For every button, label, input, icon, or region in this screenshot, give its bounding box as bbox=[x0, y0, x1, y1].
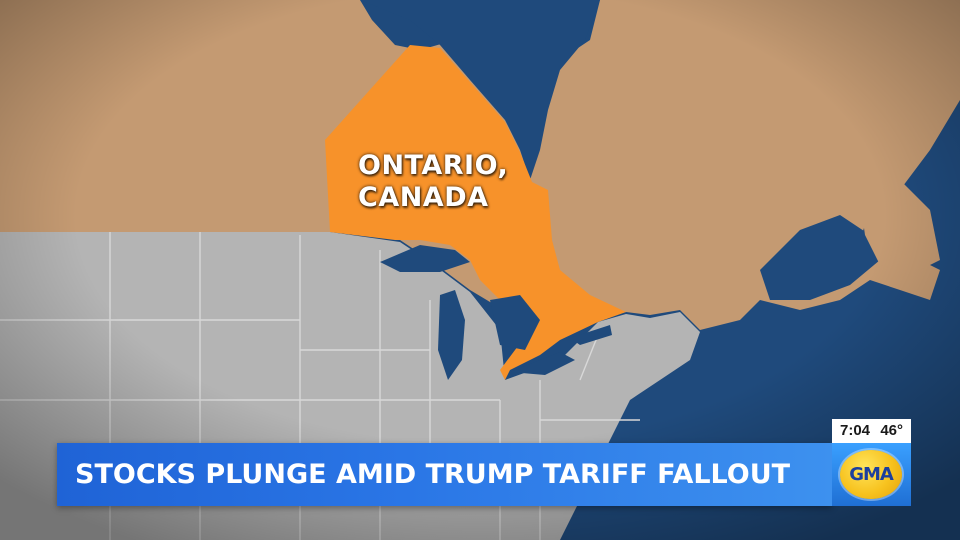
temperature: 46° bbox=[880, 422, 903, 439]
time-temperature-bar: 7:04 46° bbox=[832, 419, 911, 443]
gma-logo-icon: GMA bbox=[840, 450, 902, 499]
region-label-line1: ONTARIO, bbox=[358, 150, 509, 181]
region-label-line2: CANADA bbox=[358, 182, 489, 213]
gma-logo-text: GMA bbox=[849, 464, 894, 485]
map-region-label: ONTARIO, CANADA bbox=[358, 150, 518, 214]
clock-time: 7:04 bbox=[840, 422, 871, 439]
headline-banner: STOCKS PLUNGE AMID TRUMP TARIFF FALLOUT bbox=[57, 443, 832, 506]
network-bug: GMA bbox=[832, 443, 911, 506]
headline-text: STOCKS PLUNGE AMID TRUMP TARIFF FALLOUT bbox=[75, 459, 791, 490]
